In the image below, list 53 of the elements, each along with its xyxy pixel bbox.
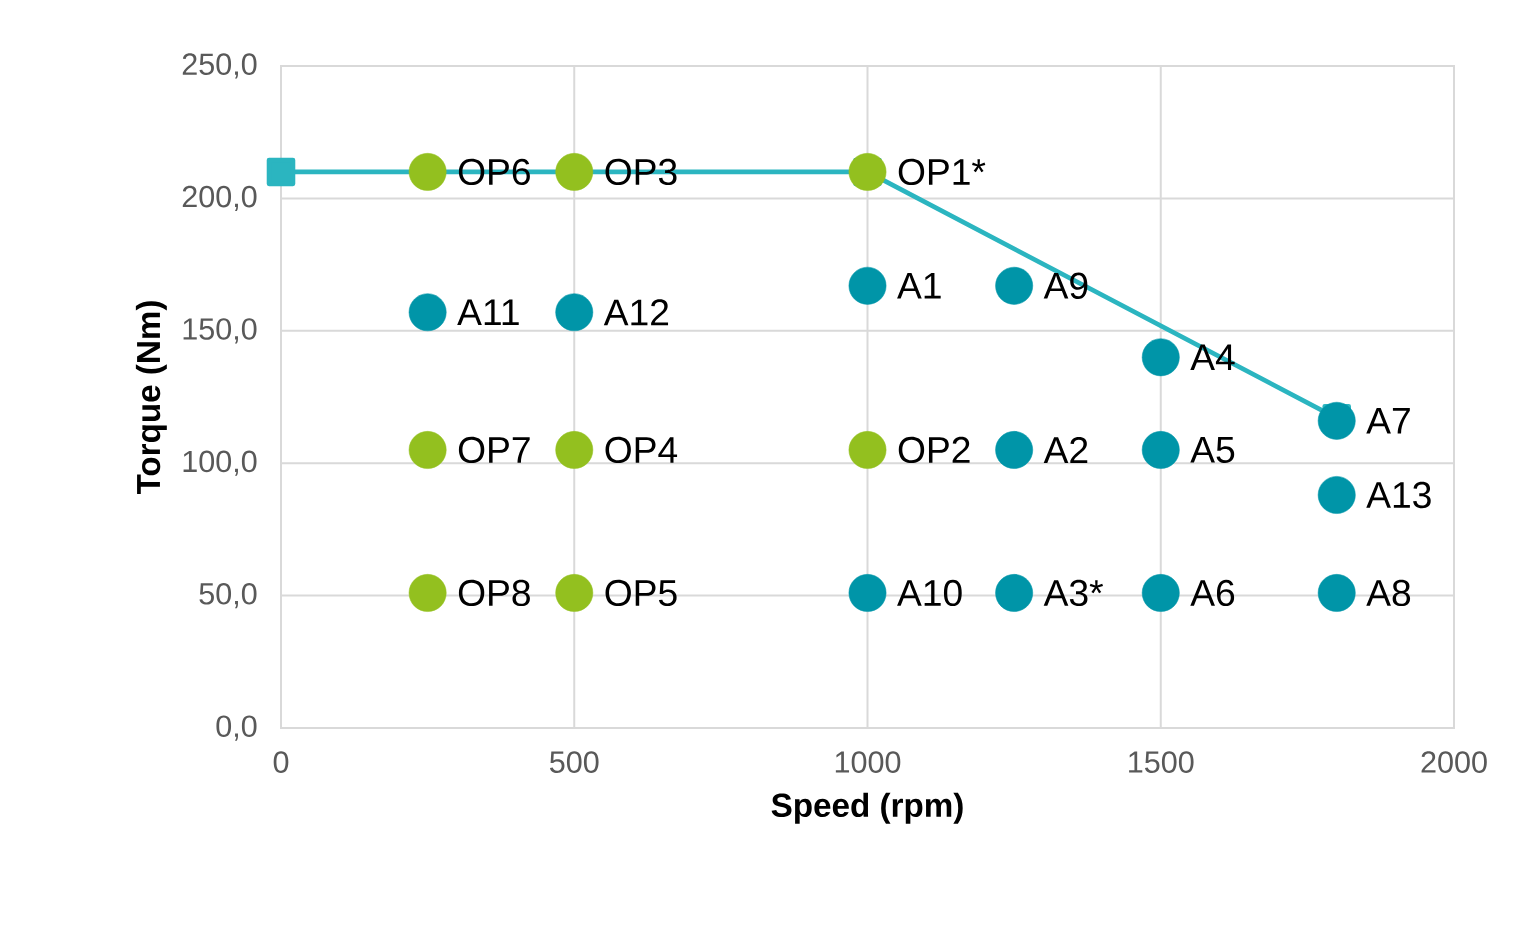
annotation: A5 bbox=[1190, 436, 1235, 463]
point bbox=[848, 153, 887, 191]
point bbox=[555, 431, 594, 469]
x-tick-label: 2000 bbox=[1421, 751, 1487, 773]
point bbox=[555, 574, 594, 612]
annotation: A3* bbox=[1043, 579, 1104, 607]
x-tick-label: 500 bbox=[550, 751, 599, 773]
y-tick-label: 200,0 bbox=[182, 185, 257, 212]
annotation: A9 bbox=[1043, 272, 1088, 299]
annotation: A12 bbox=[603, 299, 669, 326]
annotation: A10 bbox=[897, 579, 962, 607]
point bbox=[555, 153, 594, 191]
point bbox=[1317, 574, 1356, 612]
annotation: A13 bbox=[1366, 481, 1431, 509]
point bbox=[408, 431, 447, 469]
point bbox=[1141, 338, 1180, 377]
annotation: A11 bbox=[457, 299, 519, 326]
point bbox=[266, 157, 296, 187]
point bbox=[995, 266, 1033, 305]
x-tick-label: 1000 bbox=[835, 751, 901, 773]
point bbox=[1141, 431, 1180, 469]
x-tick-label: 1500 bbox=[1129, 751, 1194, 773]
annotation: OP1* bbox=[898, 158, 986, 186]
point bbox=[1317, 401, 1356, 440]
y-axis-title: Torque (Nm) bbox=[135, 301, 167, 495]
point bbox=[1317, 476, 1356, 514]
x-tick-label: 0 bbox=[273, 751, 289, 773]
point bbox=[848, 266, 887, 305]
y-tick-label: 150,0 bbox=[183, 318, 257, 344]
point bbox=[408, 293, 447, 332]
annotation: OP5 bbox=[605, 579, 677, 607]
annotation: OP4 bbox=[605, 436, 678, 464]
y-tick-label: 100,0 bbox=[183, 450, 257, 476]
annotation: A6 bbox=[1190, 579, 1235, 607]
x-axis-title: Speed (rpm) bbox=[771, 792, 963, 824]
y-tick-label: 250,0 bbox=[182, 53, 257, 79]
point bbox=[408, 153, 447, 191]
point bbox=[555, 293, 594, 332]
annotation: A7 bbox=[1366, 408, 1410, 434]
point bbox=[995, 574, 1033, 612]
point bbox=[848, 574, 887, 612]
point bbox=[408, 574, 447, 612]
annotation: A8 bbox=[1366, 579, 1411, 607]
point bbox=[995, 431, 1033, 469]
annotation: OP2 bbox=[898, 436, 970, 464]
annotation: A2 bbox=[1043, 436, 1088, 463]
y-tick-label: 0,0 bbox=[216, 715, 257, 741]
point bbox=[848, 431, 887, 469]
annotation: A1 bbox=[897, 272, 941, 299]
annotation: OP7 bbox=[458, 436, 530, 464]
point bbox=[1141, 574, 1180, 612]
y-tick-label: 50,0 bbox=[199, 582, 257, 609]
annotation: OP8 bbox=[458, 579, 530, 607]
